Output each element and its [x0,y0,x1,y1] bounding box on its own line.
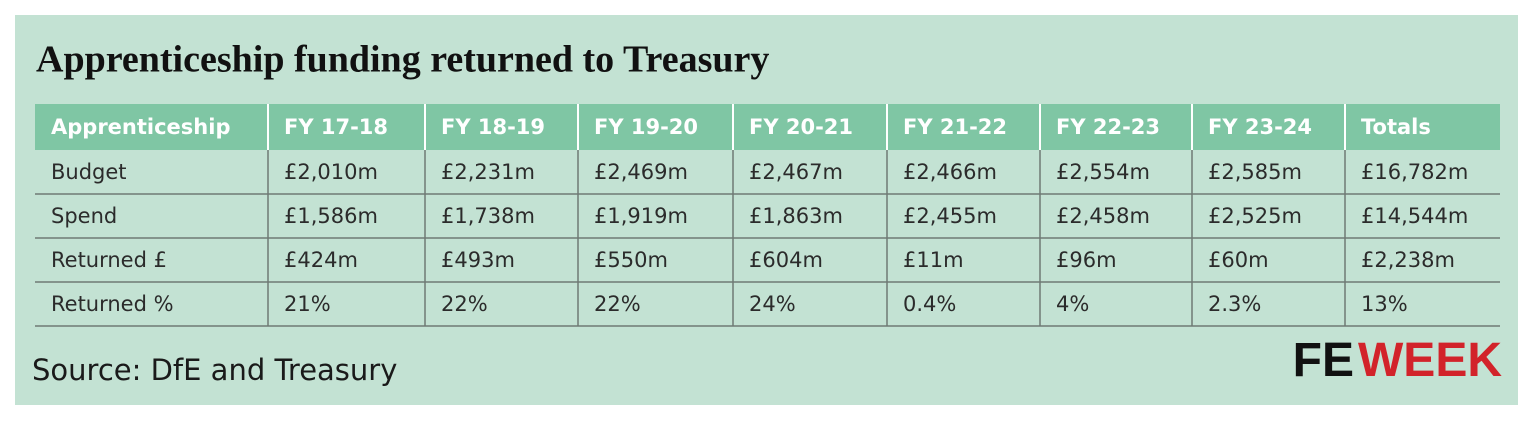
header-cell: FY 18-19 [441,115,545,139]
table-cell: £11m [903,248,964,272]
table-cell: £1,738m [441,204,535,228]
table-cell: £2,010m [284,160,378,184]
source: Source: DfE and Treasury [32,353,397,387]
title: Apprenticeship funding returned to Treas… [36,39,769,81]
table-cell: 0.4% [903,292,956,316]
table-cell: 22% [441,292,488,316]
table-cell: Spend [51,204,117,228]
table-cell: 24% [749,292,796,316]
table-cell: £2,525m [1208,204,1302,228]
table-cell: £2,458m [1056,204,1150,228]
table-cell: £2,467m [749,160,843,184]
table-cell: 2.3% [1208,292,1261,316]
header-cell: Totals [1361,115,1431,139]
logo-week: WEEK [1358,334,1502,387]
table-cell: £1,863m [749,204,843,228]
header-cell: FY 22-23 [1056,115,1160,139]
logo-fe: FE [1293,334,1354,387]
header-cell: FY 17-18 [284,115,388,139]
header-cell: FY 19-20 [594,115,698,139]
table-cell: £1,919m [594,204,688,228]
header-cell: FY 21-22 [903,115,1007,139]
table-cell: £493m [441,248,515,272]
table-cell: 22% [594,292,641,316]
header-row [35,104,1500,150]
table-cell: Returned % [51,292,174,316]
table-cell: £2,585m [1208,160,1302,184]
table-cell: £14,544m [1361,204,1468,228]
table-cell: £550m [594,248,668,272]
table-cell: 21% [284,292,331,316]
table-cell: £604m [749,248,823,272]
table-cell: £2,466m [903,160,997,184]
header-cell: FY 23-24 [1208,115,1312,139]
table-cell: 13% [1361,292,1408,316]
table-cell: £1,586m [284,204,378,228]
table-cell: £424m [284,248,358,272]
logo: FEWEEK [1293,334,1503,387]
table-cell: 4% [1056,292,1089,316]
header-cell: Apprenticeship [51,115,230,139]
table-cell: £2,469m [594,160,688,184]
panel [15,15,1518,405]
table-cell: £96m [1056,248,1117,272]
table-cell: £2,554m [1056,160,1150,184]
table-cell: £16,782m [1361,160,1468,184]
header-cell: FY 20-21 [749,115,853,139]
table-cell: £2,238m [1361,248,1455,272]
table-cell: £2,455m [903,204,997,228]
table-cell: £2,231m [441,160,535,184]
table-cell: Returned £ [51,248,167,272]
table-cell: Budget [51,160,127,184]
table-cell: £60m [1208,248,1269,272]
